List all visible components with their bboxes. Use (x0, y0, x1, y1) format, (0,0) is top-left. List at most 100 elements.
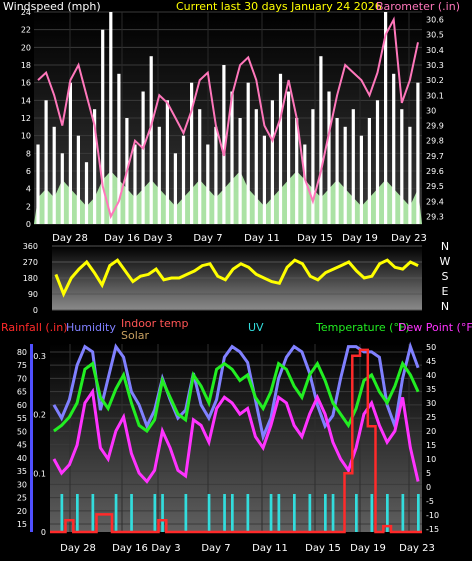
wind-tick-label: 22 (21, 26, 31, 35)
baro-tick-label: 29.5 (426, 182, 444, 191)
uv-bar (207, 494, 211, 532)
humidity-line (52, 341, 420, 442)
wind-gust-bar (117, 73, 121, 224)
wind-gust-bar (319, 56, 323, 225)
wind-gust-bar (367, 118, 371, 224)
compass-label: W (440, 255, 451, 268)
wind-gust-bar (222, 65, 226, 224)
rain-axis-ticks: 0.3 0.2 0.1 0 (33, 352, 46, 537)
wind-tick-label: 12 (21, 114, 31, 123)
compass-label: S (442, 270, 449, 283)
baro-tick-label: 30.2 (426, 76, 444, 85)
barometer-path (37, 16, 419, 220)
wind-gust-bar (359, 135, 363, 224)
baro-tick-label: 29.7 (426, 152, 444, 161)
wind-gust-bar (181, 135, 186, 224)
wind-gust-bar (246, 82, 250, 224)
wind-gust-bar (400, 109, 404, 224)
temp-x-ticks: Day 28 Day 16 Day 3 Day 7 Day 11 Day 15 Day 19… (60, 543, 435, 554)
humidity-tick-label: 45 (17, 441, 27, 450)
temp-humidity-grid (50, 344, 422, 532)
wind-gust-bar (230, 91, 234, 224)
baro-axis-ticks: 30.6 30.5 30.4 30.3 30.2 30.1 30 29.9 29.8 29.7 29… (426, 16, 444, 222)
wind-gust-bar (109, 12, 113, 224)
humidity-tick-label: 50 (17, 427, 27, 436)
compass-label: N (441, 300, 449, 313)
wind-gust-bar (84, 162, 89, 224)
chart-title: Current last 30 days January 24 2026 (176, 0, 382, 13)
uv-bar (401, 494, 405, 532)
wind-gust-bar (327, 91, 331, 224)
humidity-tick-label: 70 (17, 374, 27, 383)
rain-tick-label: 0.2 (33, 411, 46, 420)
humidity-tick-label: 65 (17, 388, 27, 397)
wind-gust-bar (141, 91, 145, 224)
humidity-axis-bar (30, 344, 33, 532)
uv-bar (386, 494, 389, 532)
temp-x-tick-label: Day 28 (60, 543, 96, 554)
wind-tick-label: 16 (21, 79, 31, 88)
temp-x-tick-label: Day 15 (305, 543, 341, 554)
temp-tick-label: 45 (426, 357, 436, 366)
direction-path (54, 258, 419, 298)
compass-label: E (442, 285, 449, 298)
temp-tick-label: 5 (426, 469, 431, 478)
baro-tick-label: 30.5 (426, 31, 444, 40)
wind-tick-label: 18 (21, 61, 31, 70)
baro-tick-label: 30.1 (426, 91, 444, 100)
rainfall-line (50, 348, 422, 534)
baro-tick-label: 29.8 (426, 137, 444, 146)
barometer-axis-title: Barometer (.in) (376, 0, 460, 13)
wind-gust-bar (375, 100, 380, 224)
wind-gust-bar (270, 100, 274, 224)
humidity-tick-label: 35 (17, 467, 27, 476)
wind-tick-label: 2 (26, 202, 31, 211)
uv-bar (91, 494, 95, 532)
temp-tick-label: 30 (426, 399, 436, 408)
legend-solar: Solar (121, 329, 150, 342)
wind-tick-label: 8 (26, 149, 31, 158)
temp-x-tick-label: Day 19 (350, 543, 386, 554)
legend-humidity: Humidity (66, 321, 116, 334)
uv-bar (370, 494, 374, 532)
uv-bar (184, 494, 188, 532)
wind-x-tick-label: Day 28 (52, 233, 88, 244)
wind-gust-bar (335, 118, 339, 224)
temp-x-tick-label: Day 11 (252, 543, 288, 554)
uv-bar (324, 494, 327, 532)
wind-x-ticks: Day 28 Day 16 Day 3 Day 7 Day 11 Day 15 Day 19… (52, 233, 427, 244)
uv-bar (293, 494, 296, 532)
barometer-line (37, 16, 419, 220)
legend-uv: UV (248, 321, 264, 334)
humidity-tick-label: 30 (17, 480, 27, 489)
temp-tick-label: 25 (426, 413, 436, 422)
wind-x-tick-label: Day 15 (297, 233, 333, 244)
uv-bar (223, 494, 226, 532)
uv-bar (161, 494, 164, 532)
temp-tick-label: -15 (426, 525, 439, 534)
wind-gust-bar (173, 153, 177, 224)
wind-gust-bar (351, 109, 355, 224)
humidity-path (52, 341, 420, 442)
wind-gust-bar (392, 73, 396, 224)
wind-gust-bar (416, 82, 420, 224)
uv-bars (60, 494, 420, 532)
temp-tick-label: 10 (426, 455, 436, 464)
wind-tick-label: 20 (21, 43, 31, 52)
wind-gust-bar (214, 126, 218, 224)
wind-average-area (34, 171, 422, 224)
dewpoint-line (52, 387, 420, 484)
wind-x-tick-label: Day 3 (143, 233, 172, 244)
wind-gust-bar (408, 126, 412, 224)
uv-bar (60, 494, 64, 532)
wind-x-tick-label: Day 16 (104, 233, 140, 244)
direction-tick-label: 360 (23, 242, 38, 251)
wind-gust-bar (93, 109, 97, 224)
temp-tick-label: -5 (426, 497, 434, 506)
temp-x-tick-label: Day 23 (399, 543, 435, 554)
wind-gust-bar (303, 144, 307, 224)
rain-tick-label: 0 (41, 528, 46, 537)
wind-gust-bar (287, 91, 291, 224)
wind-gust-bar (254, 109, 258, 224)
